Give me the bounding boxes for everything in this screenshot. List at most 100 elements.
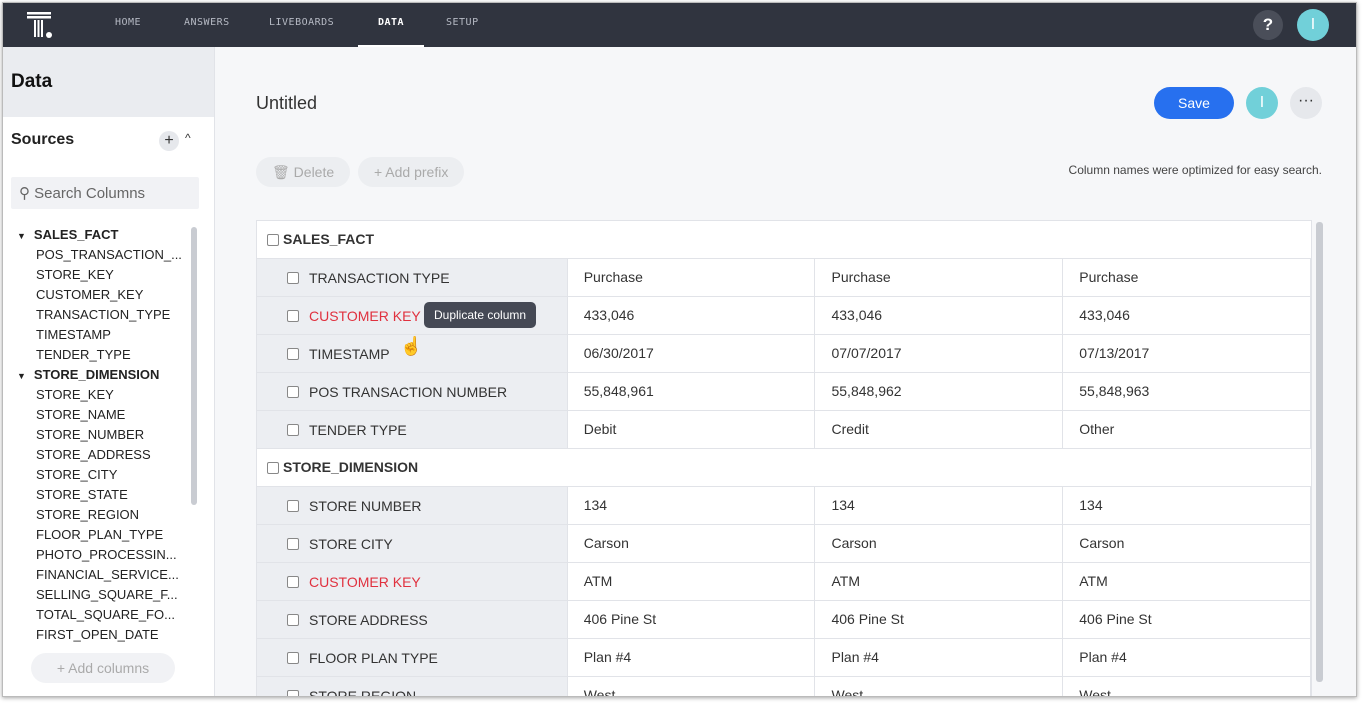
tree-item[interactable]: STORE_KEY [36, 267, 114, 282]
hand-cursor-icon: ☝ [400, 336, 423, 356]
columns-table: SALES_FACT TRANSACTION TYPE Purchase Purcha… [256, 220, 1312, 697]
table-row: TIMESTAMP 06/30/2017 07/07/2017 07/13/2017 [257, 335, 1311, 373]
column-name[interactable]: POS TRANSACTION NUMBER [309, 383, 508, 400]
column-name[interactable]: STORE CITY [309, 535, 393, 552]
nav-liveboards[interactable]: LIVEBOARDS [269, 17, 335, 28]
nav-setup[interactable]: SETUP [446, 17, 479, 28]
sidebar-title: Data [3, 47, 214, 117]
tree-item[interactable]: SELLING_SQUARE_F... [36, 587, 178, 602]
tree-item[interactable]: STORE_STATE [36, 487, 128, 502]
row-checkbox[interactable] [287, 347, 299, 360]
column-name[interactable]: TENDER TYPE [309, 421, 407, 438]
more-options-button[interactable]: ··· [1290, 87, 1322, 119]
row-checkbox[interactable] [287, 689, 299, 696]
row-checkbox[interactable] [287, 613, 299, 626]
tree-item[interactable]: FIRST_OPEN_DATE [36, 627, 159, 642]
row-checkbox[interactable] [287, 499, 299, 512]
section-checkbox[interactable] [267, 462, 279, 475]
tree-item[interactable]: STORE_CITY [36, 467, 118, 482]
column-name-cell[interactable]: STORE ADDRESS [257, 601, 568, 638]
row-checkbox[interactable] [287, 385, 299, 398]
save-button[interactable]: Save [1154, 87, 1234, 119]
sample-value: 134 [1063, 487, 1311, 524]
tree-item[interactable]: TENDER_TYPE [36, 347, 131, 362]
search-columns-input[interactable]: ⚲ Search Columns [11, 177, 199, 209]
owner-avatar[interactable]: I [1246, 87, 1278, 119]
sample-value: 433,046 [568, 297, 816, 334]
sample-value: 07/07/2017 [815, 335, 1064, 372]
caret-down-icon: ▼ [17, 371, 26, 381]
section-checkbox[interactable] [267, 234, 279, 247]
sample-value: Carson [568, 525, 816, 562]
column-name[interactable]: CUSTOMER KEY [309, 573, 421, 590]
tree-item[interactable]: PHOTO_PROCESSIN... [36, 547, 177, 562]
row-checkbox[interactable] [287, 651, 299, 664]
column-name-cell[interactable]: TENDER TYPE [257, 411, 568, 448]
tree-item[interactable]: CUSTOMER_KEY [36, 287, 144, 302]
column-name[interactable]: CUSTOMER KEY [309, 307, 421, 324]
thoughtspot-logo[interactable] [25, 10, 55, 40]
column-name[interactable]: STORE REGION [309, 687, 417, 697]
trash-icon: 🗑 [272, 164, 290, 180]
sample-value: Plan #4 [1063, 639, 1311, 676]
page-title[interactable]: Untitled [256, 93, 318, 113]
column-name-cell[interactable]: CUSTOMER KEY [257, 563, 568, 600]
column-name-cell[interactable]: STORE REGION [257, 677, 568, 697]
tree-item[interactable]: STORE_NUMBER [36, 427, 145, 442]
column-name-cell[interactable]: STORE NUMBER [257, 487, 568, 524]
sample-value: 406 Pine St [815, 601, 1064, 638]
sample-value: 134 [568, 487, 816, 524]
row-checkbox[interactable] [287, 423, 299, 436]
column-name-cell[interactable]: POS TRANSACTION NUMBER [257, 373, 568, 410]
help-button[interactable]: ? [1253, 10, 1283, 40]
column-name[interactable]: STORE ADDRESS [309, 611, 428, 628]
tree-item[interactable]: TOTAL_SQUARE_FO... [36, 607, 175, 622]
user-avatar[interactable]: I [1297, 9, 1329, 41]
add-source-button[interactable]: + [159, 131, 179, 151]
tree-item[interactable]: STORE_REGION [36, 507, 140, 522]
column-name-cell[interactable]: FLOOR PLAN TYPE [257, 639, 568, 676]
tree-item[interactable]: STORE_NAME [36, 407, 126, 422]
tree-group[interactable]: ▼ SALES_FACT [17, 227, 119, 242]
sample-value: West [1063, 677, 1311, 696]
table-scrollbar[interactable] [1316, 222, 1323, 682]
column-name-cell[interactable]: TRANSACTION TYPE [257, 259, 568, 296]
row-checkbox[interactable] [287, 537, 299, 550]
caret-down-icon: ▼ [17, 231, 26, 241]
tree-item[interactable]: STORE_ADDRESS [36, 447, 151, 462]
sample-value: 06/30/2017 [568, 335, 816, 372]
tree-item[interactable]: FLOOR_PLAN_TYPE [36, 527, 164, 542]
column-name-cell[interactable]: TIMESTAMP [257, 335, 568, 372]
tree-item[interactable]: STORE_KEY [36, 387, 114, 402]
nav-answers[interactable]: ANSWERS [184, 17, 230, 28]
column-name[interactable]: TIMESTAMP [309, 345, 390, 362]
sample-value: 55,848,961 [568, 373, 816, 410]
sample-value: 55,848,962 [815, 373, 1064, 410]
tree-item[interactable]: FINANCIAL_SERVICE... [36, 567, 179, 582]
row-checkbox[interactable] [287, 309, 299, 322]
sample-value: 406 Pine St [568, 601, 816, 638]
tree-item[interactable]: TIMESTAMP [36, 327, 111, 342]
sample-value: Plan #4 [568, 639, 816, 676]
column-name-cell[interactable]: STORE CITY [257, 525, 568, 562]
row-checkbox[interactable] [287, 271, 299, 284]
sample-value: 406 Pine St [1063, 601, 1311, 638]
collapse-chevron-icon[interactable]: ^ [185, 131, 191, 145]
add-columns-button[interactable]: + Add columns [31, 653, 175, 683]
delete-button[interactable]: 🗑 Delete [256, 157, 351, 187]
table-section-header[interactable]: SALES_FACT [257, 221, 1311, 259]
nav-home[interactable]: HOME [115, 17, 142, 28]
column-name[interactable]: FLOOR PLAN TYPE [309, 649, 438, 666]
table-section-header[interactable]: STORE_DIMENSION [257, 449, 1311, 487]
nav-data[interactable]: DATA [358, 3, 425, 47]
column-name[interactable]: STORE NUMBER [309, 497, 422, 514]
sample-value: Purchase [815, 259, 1064, 296]
sidebar-scrollbar[interactable] [191, 227, 197, 505]
row-checkbox[interactable] [287, 575, 299, 588]
column-name[interactable]: TRANSACTION TYPE [309, 269, 450, 286]
tree-item[interactable]: POS_TRANSACTION_... [36, 247, 182, 262]
table-row: POS TRANSACTION NUMBER 55,848,961 55,848,9… [257, 373, 1311, 411]
tree-item[interactable]: TRANSACTION_TYPE [36, 307, 171, 322]
add-prefix-button[interactable]: + Add prefix [358, 157, 465, 187]
tree-group[interactable]: ▼ STORE_DIMENSION [17, 367, 160, 382]
